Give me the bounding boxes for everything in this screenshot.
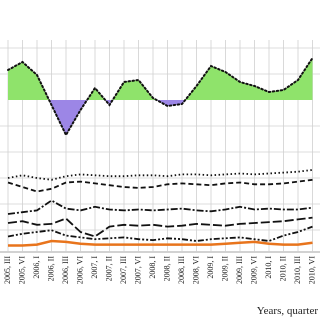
x-tick-label: 2006, VI xyxy=(75,256,84,285)
x-tick-label: 2009, I xyxy=(206,256,215,279)
x-tick-label: 2007, II xyxy=(104,256,113,282)
x-tick-label: 2009, II xyxy=(220,256,229,282)
x-tick-label: 2010, I xyxy=(264,256,273,279)
x-tick-label: 2006, II xyxy=(46,256,55,282)
x-tick-label: 2005, III xyxy=(3,256,12,284)
x-tick-label: 2009, III xyxy=(235,256,244,284)
x-tick-label: 2006, I xyxy=(32,256,41,279)
area-above xyxy=(8,58,313,100)
series-line xyxy=(7,178,313,193)
series-line xyxy=(7,199,313,215)
x-tick-label: 2010, III xyxy=(293,256,302,284)
series-line xyxy=(8,239,313,247)
series-line xyxy=(7,216,313,238)
series-line xyxy=(7,225,313,242)
x-tick-label: 2007, VI xyxy=(133,256,142,285)
x-tick-label: 2008, I xyxy=(148,256,157,279)
x-tick-label: 2008, II xyxy=(162,256,171,282)
x-tick-label: 2005, VI xyxy=(17,256,26,285)
x-tick-label: 2006, III xyxy=(61,256,70,284)
x-tick-label: 2010, II xyxy=(278,256,287,282)
x-tick-label: 2010, VI xyxy=(307,256,316,285)
x-tick-label: 2009, VI xyxy=(249,256,258,285)
x-tick-label: 2008, VI xyxy=(191,256,200,285)
x-tick-label: 2007, III xyxy=(119,256,128,284)
x-axis-label: Years, quarter xyxy=(257,305,319,317)
line xyxy=(7,57,314,138)
x-tick-label: 2007, I xyxy=(90,256,99,279)
x-tick-label: 2008, III xyxy=(177,256,186,284)
area-below xyxy=(8,100,313,135)
